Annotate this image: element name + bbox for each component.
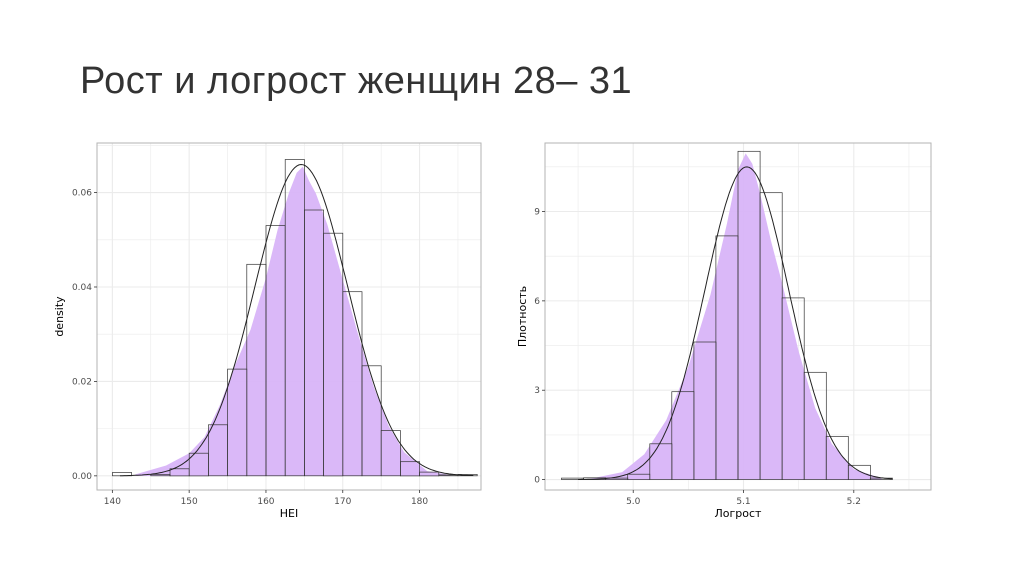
normal-curve: [578, 166, 893, 480]
x-tick-label: 140: [104, 497, 121, 507]
chart-height-histogram: 140 150 160 170 180 0.00 0.02 0.04 0.06 HEI densit…: [53, 142, 482, 520]
x-tick-label: 170: [334, 497, 351, 507]
panel-border: [96, 142, 482, 491]
panel-border: [544, 142, 932, 491]
histogram-bar: [400, 461, 420, 477]
histogram-bar: [803, 371, 827, 480]
x-axis-title: HEI: [280, 507, 298, 520]
density-area: [589, 153, 882, 480]
histogram-bar: [361, 365, 382, 477]
x-tick-label: 180: [411, 497, 428, 507]
y-tick-label: 9: [534, 208, 540, 218]
histogram-bar: [825, 436, 849, 480]
x-axis-title: Логрост: [715, 507, 763, 520]
x-tick-label: 5.2: [847, 497, 861, 507]
y-tick-label: 0.02: [72, 377, 92, 387]
density-area: [135, 166, 451, 476]
y-axis-title: density: [53, 296, 66, 337]
y-axis-title: Плотность: [516, 286, 529, 347]
x-tick-label: 150: [181, 497, 198, 507]
y-tick-label: 0: [534, 476, 540, 486]
histogram-bar: [419, 471, 440, 477]
x-tick-label: 5.1: [736, 497, 750, 507]
slide-title: Рост и логрост женщин 28– 31: [80, 60, 633, 102]
y-tick-label: 0.04: [72, 283, 92, 293]
normal-curve: [120, 163, 474, 477]
y-tick-label: 3: [534, 386, 540, 396]
y-tick-label: 0.06: [72, 189, 92, 199]
chart-log-height-histogram: 5.0 5.1 5.2 0 3 6 9 Логрост Плотность: [516, 142, 932, 520]
histogram-bar: [380, 430, 401, 477]
x-tick-label: 5.0: [626, 497, 641, 507]
y-tick-label: 0.00: [72, 472, 92, 482]
x-tick-label: 160: [257, 497, 274, 507]
y-tick-label: 6: [534, 297, 540, 307]
histogram-bar: [847, 464, 871, 480]
